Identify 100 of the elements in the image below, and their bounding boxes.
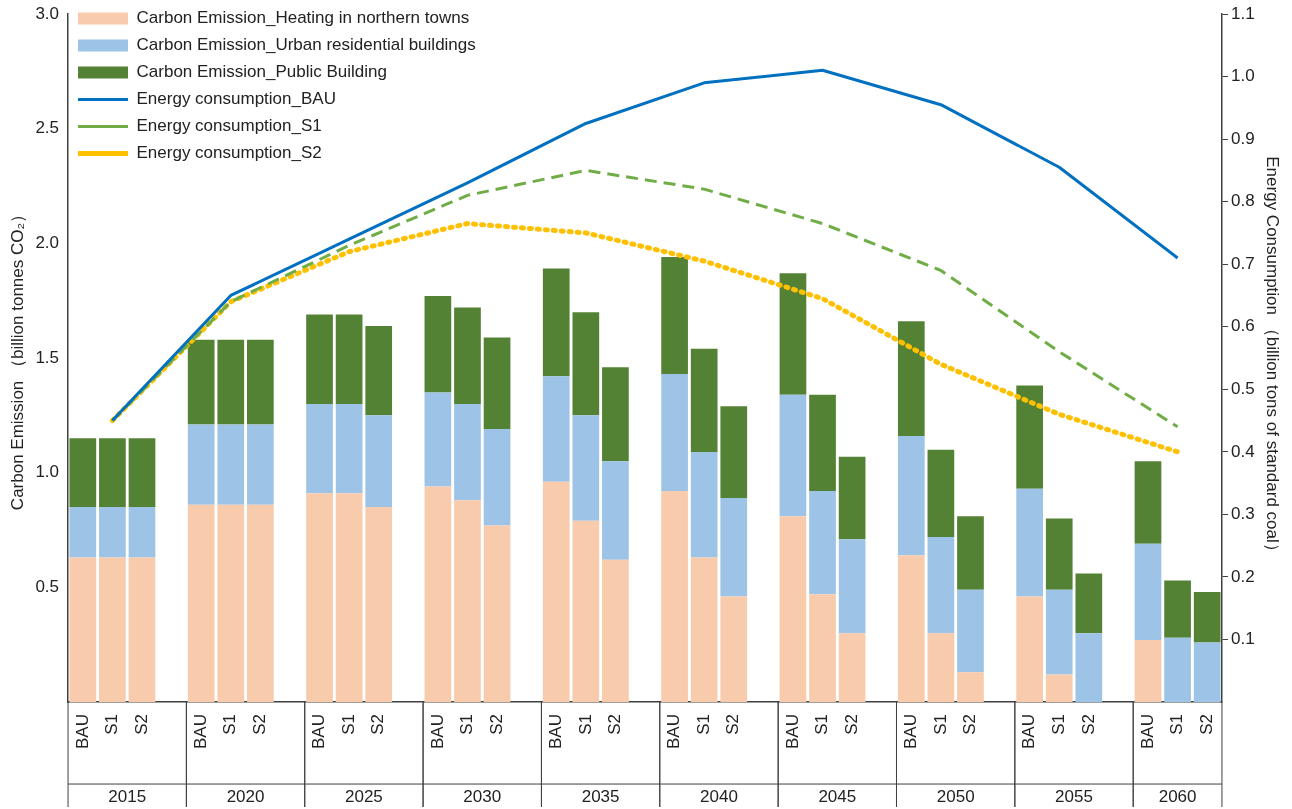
x-tick-label: S1 bbox=[102, 714, 122, 735]
x-tick-label: S2 bbox=[960, 714, 980, 735]
bar bbox=[128, 438, 156, 508]
x-tick-label: BAU bbox=[190, 714, 210, 750]
bar bbox=[838, 456, 866, 540]
text: 2030 bbox=[463, 787, 502, 807]
bar bbox=[779, 394, 807, 517]
bar bbox=[365, 507, 393, 703]
x-tick-label: BAU bbox=[545, 714, 565, 750]
x-tick-label: S1 bbox=[457, 714, 477, 735]
y-tick-label: 0.5 bbox=[35, 577, 60, 597]
bar bbox=[720, 406, 748, 498]
x-tick-label: BAU bbox=[782, 714, 802, 750]
bar bbox=[927, 449, 955, 537]
x-tick-label: S1 bbox=[930, 714, 950, 735]
bar bbox=[128, 507, 156, 558]
bar bbox=[247, 424, 274, 505]
bar bbox=[69, 557, 97, 703]
x-tick-label: S1 bbox=[220, 714, 240, 735]
bar bbox=[187, 504, 215, 703]
bar bbox=[690, 452, 718, 558]
bar bbox=[1016, 488, 1043, 597]
bar bbox=[483, 525, 511, 703]
bar bbox=[602, 461, 629, 560]
y-tick-label: 1.5 bbox=[35, 347, 60, 367]
bar bbox=[897, 321, 925, 436]
x-tick-label: S2 bbox=[605, 714, 625, 735]
x-tick-label: S2 bbox=[250, 714, 270, 735]
bar bbox=[572, 415, 600, 521]
bar bbox=[1193, 642, 1221, 703]
text: 2040 bbox=[700, 787, 738, 807]
bar bbox=[69, 438, 97, 508]
bar bbox=[690, 348, 718, 453]
bar bbox=[454, 403, 481, 501]
bar bbox=[306, 493, 333, 703]
bar bbox=[720, 497, 748, 597]
legend-label: Carbon Emission_Public Building bbox=[136, 62, 387, 82]
bar bbox=[809, 394, 836, 492]
bar bbox=[957, 589, 984, 673]
x-tick-label: S2 bbox=[723, 714, 743, 735]
y2-tick-label: 0.9 bbox=[1230, 128, 1255, 148]
bar bbox=[897, 436, 925, 556]
bar bbox=[720, 596, 748, 703]
y-tick-label: 2.0 bbox=[35, 233, 60, 253]
x-tick-label: S2 bbox=[368, 714, 388, 735]
bar bbox=[927, 536, 955, 634]
bar bbox=[602, 559, 629, 703]
text: 2025 bbox=[345, 787, 383, 807]
bar bbox=[1164, 580, 1191, 638]
bar bbox=[247, 504, 274, 703]
text: 2020 bbox=[226, 787, 265, 807]
bar bbox=[809, 594, 836, 703]
y2-axis-title: Energy Consumption （billion tons of standard coal） bbox=[1263, 156, 1283, 560]
bar bbox=[779, 273, 807, 395]
bar bbox=[661, 257, 688, 375]
bar bbox=[187, 424, 215, 505]
bar bbox=[99, 507, 126, 558]
bar bbox=[1016, 385, 1043, 489]
legend-label: Energy consumption_S1 bbox=[136, 116, 322, 136]
bar bbox=[1016, 596, 1043, 703]
x-tick-label: BAU bbox=[900, 714, 920, 750]
bar bbox=[69, 507, 97, 558]
bar bbox=[602, 367, 629, 462]
bar bbox=[690, 557, 718, 703]
bar bbox=[335, 403, 363, 494]
legend-label: Energy consumption_BAU bbox=[136, 89, 336, 109]
bar bbox=[335, 314, 363, 404]
text: 2050 bbox=[936, 787, 975, 807]
bar bbox=[661, 491, 688, 703]
y2-tick-label: 0.4 bbox=[1230, 441, 1255, 461]
x-tick-label: S1 bbox=[693, 714, 713, 735]
bar bbox=[927, 633, 955, 703]
bar bbox=[572, 312, 600, 416]
y2-tick-label: 0.5 bbox=[1230, 378, 1255, 398]
bar bbox=[838, 633, 866, 703]
x-tick-label: BAU bbox=[72, 714, 92, 750]
y2-tick-label: 1.0 bbox=[1230, 66, 1255, 86]
bar bbox=[454, 307, 481, 404]
y-axis-title: Carbon Emission （billion tonnes CO₂） bbox=[7, 205, 27, 511]
bar bbox=[187, 339, 215, 425]
bar bbox=[1134, 461, 1162, 544]
bar bbox=[542, 376, 570, 482]
bar bbox=[779, 516, 807, 703]
bar bbox=[306, 314, 333, 404]
bar bbox=[1075, 573, 1103, 634]
text: 2015 bbox=[108, 787, 147, 807]
bar bbox=[1134, 640, 1162, 703]
x-tick-label: S2 bbox=[1078, 714, 1098, 735]
x-tick-label: S2 bbox=[486, 714, 506, 735]
bar bbox=[454, 500, 481, 703]
x-tick-label: S1 bbox=[812, 714, 832, 735]
bar bbox=[365, 325, 393, 416]
y2-tick-label: 0.2 bbox=[1230, 566, 1255, 586]
bar bbox=[217, 339, 245, 425]
text: 2035 bbox=[581, 787, 620, 807]
x-tick-label: BAU bbox=[1019, 714, 1039, 750]
bar bbox=[217, 424, 245, 505]
bar bbox=[809, 491, 836, 595]
y2-tick-label: 0.8 bbox=[1230, 191, 1255, 211]
bar bbox=[542, 268, 570, 377]
